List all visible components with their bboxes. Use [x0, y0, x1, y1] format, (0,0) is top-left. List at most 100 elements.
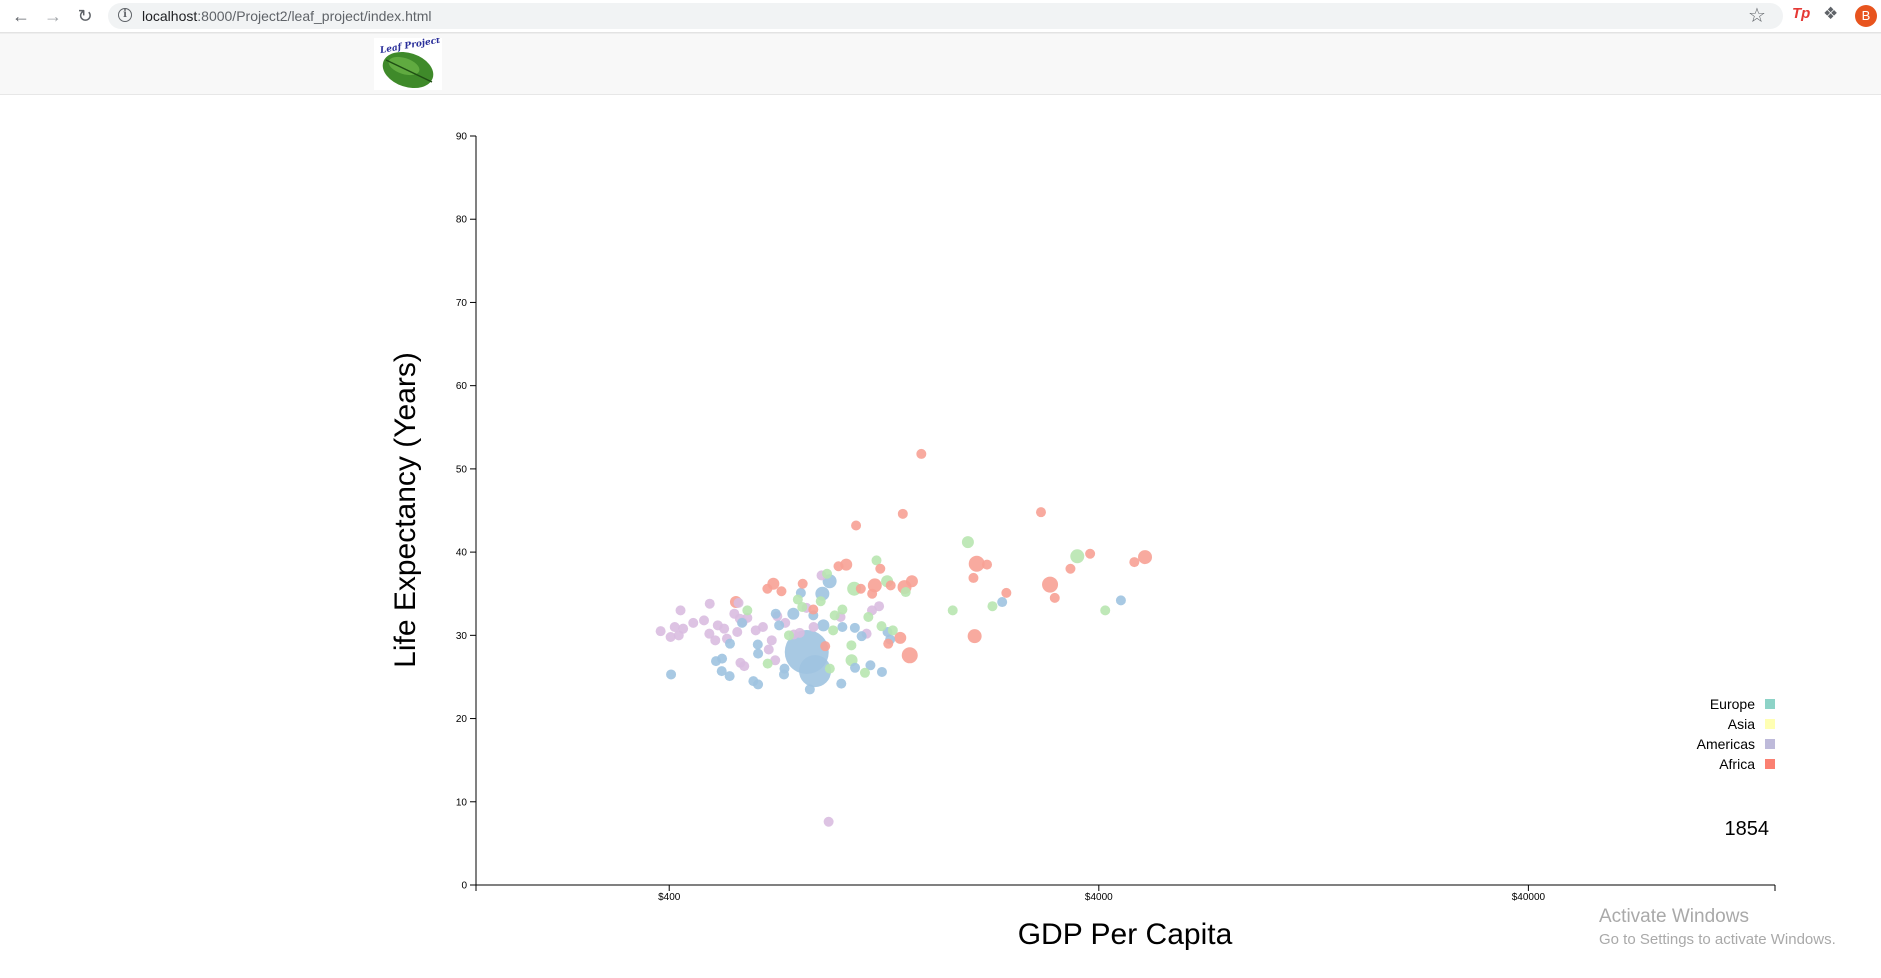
data-point[interactable]	[808, 622, 819, 633]
data-point[interactable]	[871, 555, 882, 566]
data-point[interactable]	[665, 631, 676, 642]
data-point[interactable]	[851, 520, 862, 531]
data-point[interactable]	[774, 620, 785, 631]
data-point[interactable]	[874, 601, 885, 612]
data-point[interactable]	[717, 653, 728, 664]
data-point[interactable]	[699, 615, 710, 626]
data-point[interactable]	[876, 666, 887, 677]
info-icon[interactable]: i	[118, 8, 132, 22]
data-point[interactable]	[733, 597, 744, 608]
data-point[interactable]	[823, 816, 834, 827]
data-point[interactable]	[837, 604, 848, 615]
extensions-puzzle-icon[interactable]: ❖	[1823, 4, 1839, 23]
data-point[interactable]	[1129, 557, 1140, 568]
data-point[interactable]	[815, 596, 826, 607]
data-point[interactable]	[987, 601, 998, 612]
data-point[interactable]	[1001, 587, 1012, 598]
url-text[interactable]: localhost:8000/Project2/leaf_project/ind…	[142, 8, 432, 24]
profile-avatar[interactable]: B	[1855, 5, 1877, 27]
data-point[interactable]	[865, 660, 876, 671]
data-point[interactable]	[779, 663, 790, 674]
data-point[interactable]	[716, 666, 727, 677]
data-point[interactable]	[916, 448, 927, 459]
data-point[interactable]	[968, 555, 985, 572]
forward-arrow-icon[interactable]: →	[44, 6, 62, 26]
bookmark-star-icon[interactable]: ☆	[1748, 5, 1766, 27]
data-point[interactable]	[875, 563, 886, 574]
data-point[interactable]	[897, 508, 908, 519]
data-point[interactable]	[704, 628, 715, 639]
data-point[interactable]	[762, 658, 773, 669]
data-point[interactable]	[822, 568, 833, 579]
data-point[interactable]	[961, 536, 974, 549]
back-arrow-icon[interactable]: ←	[12, 6, 30, 26]
data-point[interactable]	[846, 640, 857, 651]
data-point[interactable]	[855, 583, 866, 594]
data-point[interactable]	[837, 622, 848, 633]
data-point[interactable]	[867, 588, 878, 599]
data-point[interactable]	[1070, 549, 1085, 564]
data-point[interactable]	[678, 623, 689, 634]
data-point[interactable]	[968, 572, 979, 583]
data-point[interactable]	[849, 622, 860, 633]
data-point[interactable]	[850, 662, 861, 673]
data-point[interactable]	[982, 559, 993, 570]
data-point[interactable]	[1049, 592, 1060, 603]
data-point[interactable]	[797, 602, 808, 613]
data-point[interactable]	[666, 669, 677, 680]
data-point[interactable]	[753, 648, 764, 659]
data-point[interactable]	[997, 597, 1008, 608]
extension-tp-icon[interactable]: Tp	[1792, 5, 1811, 22]
data-point[interactable]	[1085, 548, 1096, 559]
data-point[interactable]	[739, 661, 750, 672]
data-point[interactable]	[967, 629, 982, 644]
data-point[interactable]	[724, 671, 735, 682]
data-point[interactable]	[863, 612, 874, 623]
data-point[interactable]	[1138, 550, 1153, 565]
data-point[interactable]	[808, 604, 819, 615]
data-point[interactable]	[792, 594, 803, 605]
data-point[interactable]	[894, 631, 907, 644]
data-point[interactable]	[783, 630, 794, 641]
data-point[interactable]	[770, 608, 781, 619]
data-point[interactable]	[828, 625, 839, 636]
data-point[interactable]	[820, 641, 831, 652]
data-point[interactable]	[836, 678, 847, 689]
data-point[interactable]	[799, 655, 832, 688]
data-point[interactable]	[817, 619, 830, 632]
data-point[interactable]	[1115, 595, 1126, 606]
leaf-project-logo[interactable]: Leaf Project	[374, 38, 442, 90]
data-point[interactable]	[901, 647, 918, 664]
data-point[interactable]	[742, 605, 753, 616]
data-point[interactable]	[1042, 576, 1059, 593]
data-point[interactable]	[710, 635, 721, 646]
data-point[interactable]	[883, 638, 894, 649]
address-bar[interactable]: i localhost:8000/Project2/leaf_project/i…	[108, 3, 1783, 29]
data-point[interactable]	[757, 622, 768, 633]
data-point[interactable]	[724, 638, 735, 649]
data-point[interactable]	[829, 610, 840, 621]
data-point[interactable]	[885, 580, 896, 591]
data-point[interactable]	[900, 587, 911, 598]
data-point[interactable]	[794, 627, 805, 638]
data-point[interactable]	[1035, 507, 1046, 518]
data-point[interactable]	[905, 575, 918, 588]
data-point[interactable]	[856, 631, 867, 642]
data-point[interactable]	[876, 621, 887, 632]
data-point[interactable]	[669, 622, 680, 633]
data-point[interactable]	[1100, 605, 1111, 616]
data-point[interactable]	[766, 635, 777, 646]
data-point[interactable]	[688, 617, 699, 628]
data-point[interactable]	[732, 627, 743, 638]
data-point[interactable]	[752, 639, 763, 650]
data-point[interactable]	[787, 607, 800, 620]
reload-icon[interactable]: ↻	[77, 6, 93, 26]
data-point[interactable]	[947, 605, 958, 616]
data-point[interactable]	[1065, 563, 1076, 574]
data-point[interactable]	[753, 679, 764, 690]
data-point[interactable]	[719, 623, 730, 634]
data-point[interactable]	[797, 578, 808, 589]
data-point[interactable]	[704, 598, 715, 609]
data-point[interactable]	[762, 583, 773, 594]
data-point[interactable]	[655, 626, 666, 637]
